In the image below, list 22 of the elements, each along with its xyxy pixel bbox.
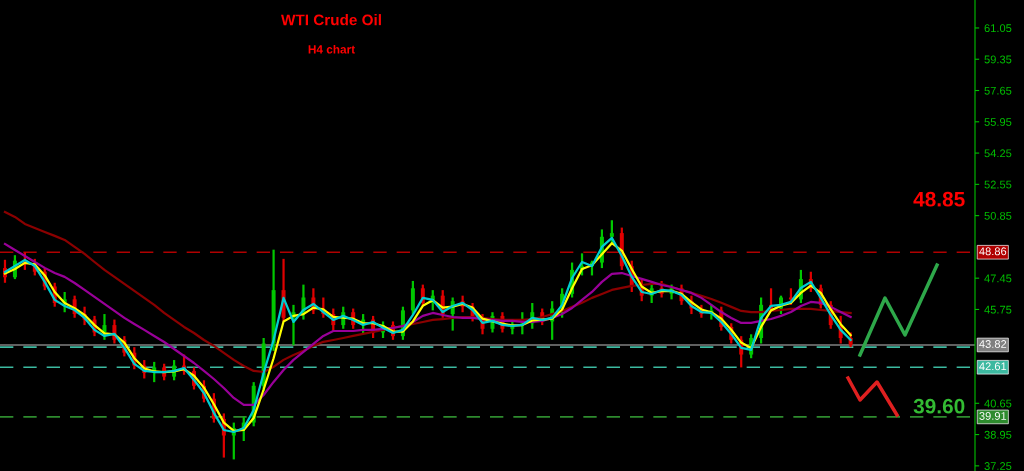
y-tick-label: 52.55 (984, 180, 1012, 189)
y-tick-label: 54.25 (984, 149, 1012, 158)
y-tick-label: 38.95 (984, 430, 1012, 439)
ref-line-label: 48.86 (979, 247, 1007, 256)
y-tick-label: 47.45 (984, 274, 1012, 283)
y-tick-label: 37.25 (984, 462, 1012, 470)
y-tick-label: 45.75 (984, 305, 1012, 314)
y-tick-label: 59.35 (984, 55, 1012, 64)
line-series (3, 210, 852, 374)
ref-line-label: 39.91 (979, 412, 1007, 420)
y-tick-label: 40.65 (984, 399, 1012, 408)
candlestick (410, 279, 415, 316)
y-tick-label: 61.05 (984, 24, 1012, 33)
text: 39.60 (913, 398, 965, 414)
ref-line-label: 42.61 (979, 362, 1007, 371)
text: WTI Crude Oil (281, 14, 381, 26)
text: 48.85 (913, 191, 965, 207)
y-tick-label: 50.85 (984, 211, 1012, 220)
y-tick-label: 57.65 (984, 86, 1012, 95)
ref-line-label: 43.82 (979, 340, 1007, 348)
y-tick-label: 55.95 (984, 118, 1012, 126)
text: H4 chart (308, 44, 355, 54)
